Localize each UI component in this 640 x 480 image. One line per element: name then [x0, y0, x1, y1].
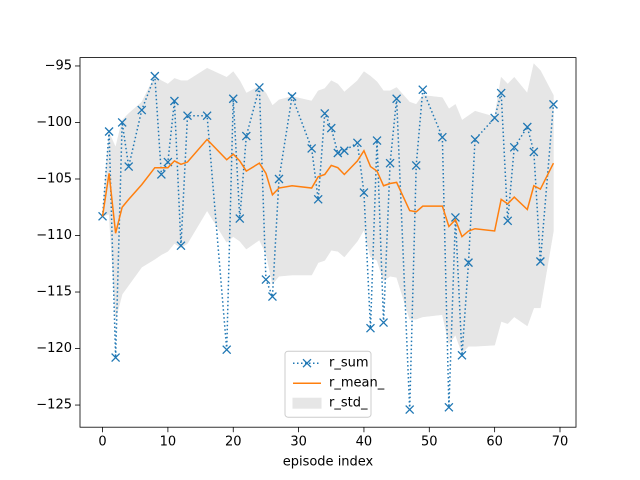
- sum-marker: [235, 214, 245, 224]
- sum-marker: [444, 402, 454, 412]
- sum-marker: [385, 158, 395, 168]
- sum-marker: [176, 241, 186, 251]
- x-tick-label: 50: [421, 435, 438, 450]
- sum-line: [101, 75, 555, 410]
- y-tick-label: −95: [45, 58, 72, 73]
- sum-marker: [548, 99, 558, 109]
- y-tick-label: −100: [36, 115, 72, 130]
- y-tick-label: −115: [36, 285, 72, 300]
- sum-marker: [274, 174, 284, 184]
- sum-marker: [267, 292, 277, 301]
- legend-label: r_sum: [329, 356, 369, 371]
- sum-marker: [529, 147, 539, 157]
- sum-marker: [261, 275, 271, 285]
- axes-frame: [79, 57, 577, 428]
- sum-marker: [418, 85, 428, 95]
- x-tick-label: 0: [98, 435, 106, 450]
- y-tick-label: −120: [36, 341, 72, 356]
- sum-marker: [222, 345, 232, 355]
- sum-marker: [287, 92, 297, 101]
- sum-marker: [522, 122, 532, 132]
- sum-marker: [183, 111, 192, 121]
- sum-marker: [496, 88, 506, 98]
- sum-marker: [379, 318, 389, 327]
- sum-marker: [450, 212, 460, 222]
- sum-marker: [490, 113, 500, 123]
- x-tick-label: 10: [160, 435, 177, 450]
- x-tick-label: 40: [356, 435, 373, 450]
- sum-marker: [104, 127, 114, 136]
- sum-marker: [535, 257, 545, 266]
- y-tick-label: −125: [36, 398, 72, 413]
- sum-marker: [326, 123, 336, 133]
- sum-marker: [202, 111, 212, 121]
- legend-patch: [292, 397, 322, 409]
- sum-marker: [156, 170, 166, 179]
- sum-marker: [124, 162, 134, 172]
- sum-marker: [437, 132, 447, 142]
- legend-label: r_std_: [329, 396, 368, 411]
- legend-marker: [302, 358, 312, 368]
- y-tick-label: −110: [36, 228, 72, 243]
- sum-marker: [457, 350, 467, 360]
- sum-marker: [333, 148, 343, 158]
- sum-marker: [117, 118, 127, 127]
- sum-marker: [228, 94, 238, 104]
- sum-marker: [111, 353, 121, 363]
- sum-marker: [98, 211, 108, 221]
- legend-label: r_mean_: [329, 376, 385, 391]
- sum-marker: [405, 405, 415, 415]
- sum-marker: [169, 96, 179, 106]
- sum-marker: [366, 323, 375, 333]
- sum-marker: [503, 216, 513, 226]
- sum-marker: [411, 160, 421, 170]
- sum-marker: [509, 142, 519, 152]
- sum-marker: [313, 194, 323, 204]
- y-tick-label: −105: [36, 171, 72, 186]
- sum-marker: [470, 134, 480, 144]
- legend: r_sum r_mean_ r_std_: [284, 350, 385, 418]
- sum-marker: [392, 94, 402, 104]
- sum-marker: [307, 144, 317, 153]
- sum-marker: [241, 131, 251, 141]
- x-tick-label: 20: [225, 435, 242, 450]
- sum-marker: [359, 188, 369, 198]
- sum-marker: [372, 136, 382, 146]
- x-tick-label: 30: [290, 435, 307, 450]
- sum-marker: [320, 108, 330, 118]
- x-tick-label: 70: [552, 435, 569, 450]
- x-tick-label: 60: [486, 435, 503, 450]
- sum-marker: [254, 82, 264, 92]
- sum-marker: [339, 146, 349, 156]
- sum-marker: [464, 258, 473, 268]
- sum-marker: [352, 138, 362, 148]
- mean-line: [101, 138, 555, 238]
- sum-marker: [137, 105, 147, 115]
- x-axis-label: episode index: [283, 455, 374, 470]
- sum-marker: [150, 71, 160, 81]
